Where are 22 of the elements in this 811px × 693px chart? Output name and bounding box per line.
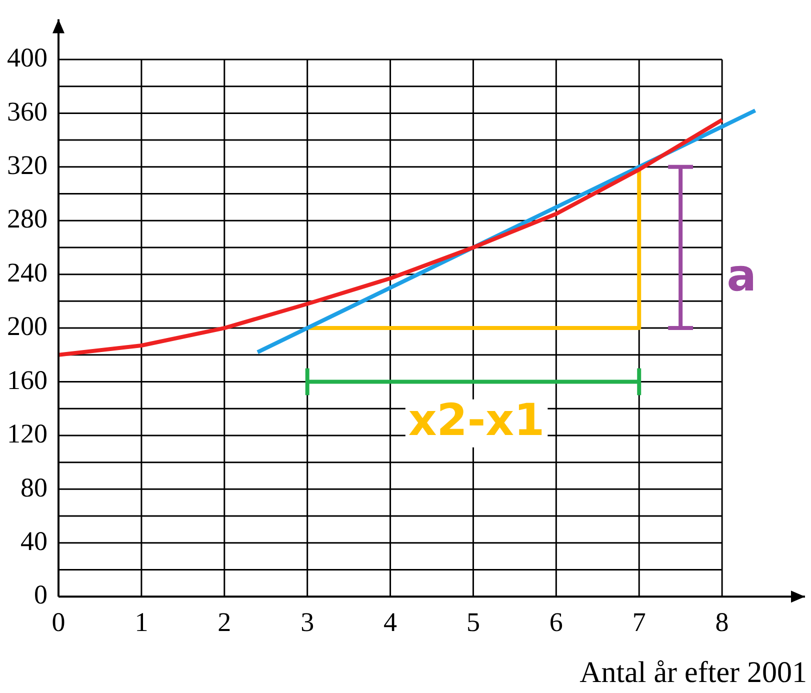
y-tick-label: 320	[7, 150, 48, 180]
x-tick-label: 2	[218, 606, 232, 637]
y-tick-label: 200	[7, 311, 48, 342]
x-tick-label: 4	[384, 606, 398, 637]
y-tick-label: 240	[7, 257, 48, 288]
x-tick-label: 1	[134, 606, 148, 637]
y-tick-label: 40	[20, 526, 48, 556]
x-tick-label: 8	[715, 606, 729, 637]
annotation: x2-x1	[408, 394, 545, 446]
y-tick-label: 120	[7, 418, 48, 449]
y-tick-label: 280	[7, 204, 48, 234]
y-tick-label: 160	[7, 364, 48, 395]
y-tick-label: 80	[20, 472, 48, 502]
x-tick-label: 7	[632, 606, 646, 637]
x-tick-label: 3	[300, 606, 314, 637]
y-tick-label: 400	[7, 42, 48, 73]
y-tick-label: 0	[34, 580, 48, 610]
annotation: a	[726, 250, 756, 302]
x-axis-title: Antal år efter 2001	[580, 656, 807, 689]
x-tick-label: 6	[549, 606, 563, 637]
y-tick-label: 360	[7, 96, 48, 126]
x-tick-label: 5	[466, 606, 480, 637]
